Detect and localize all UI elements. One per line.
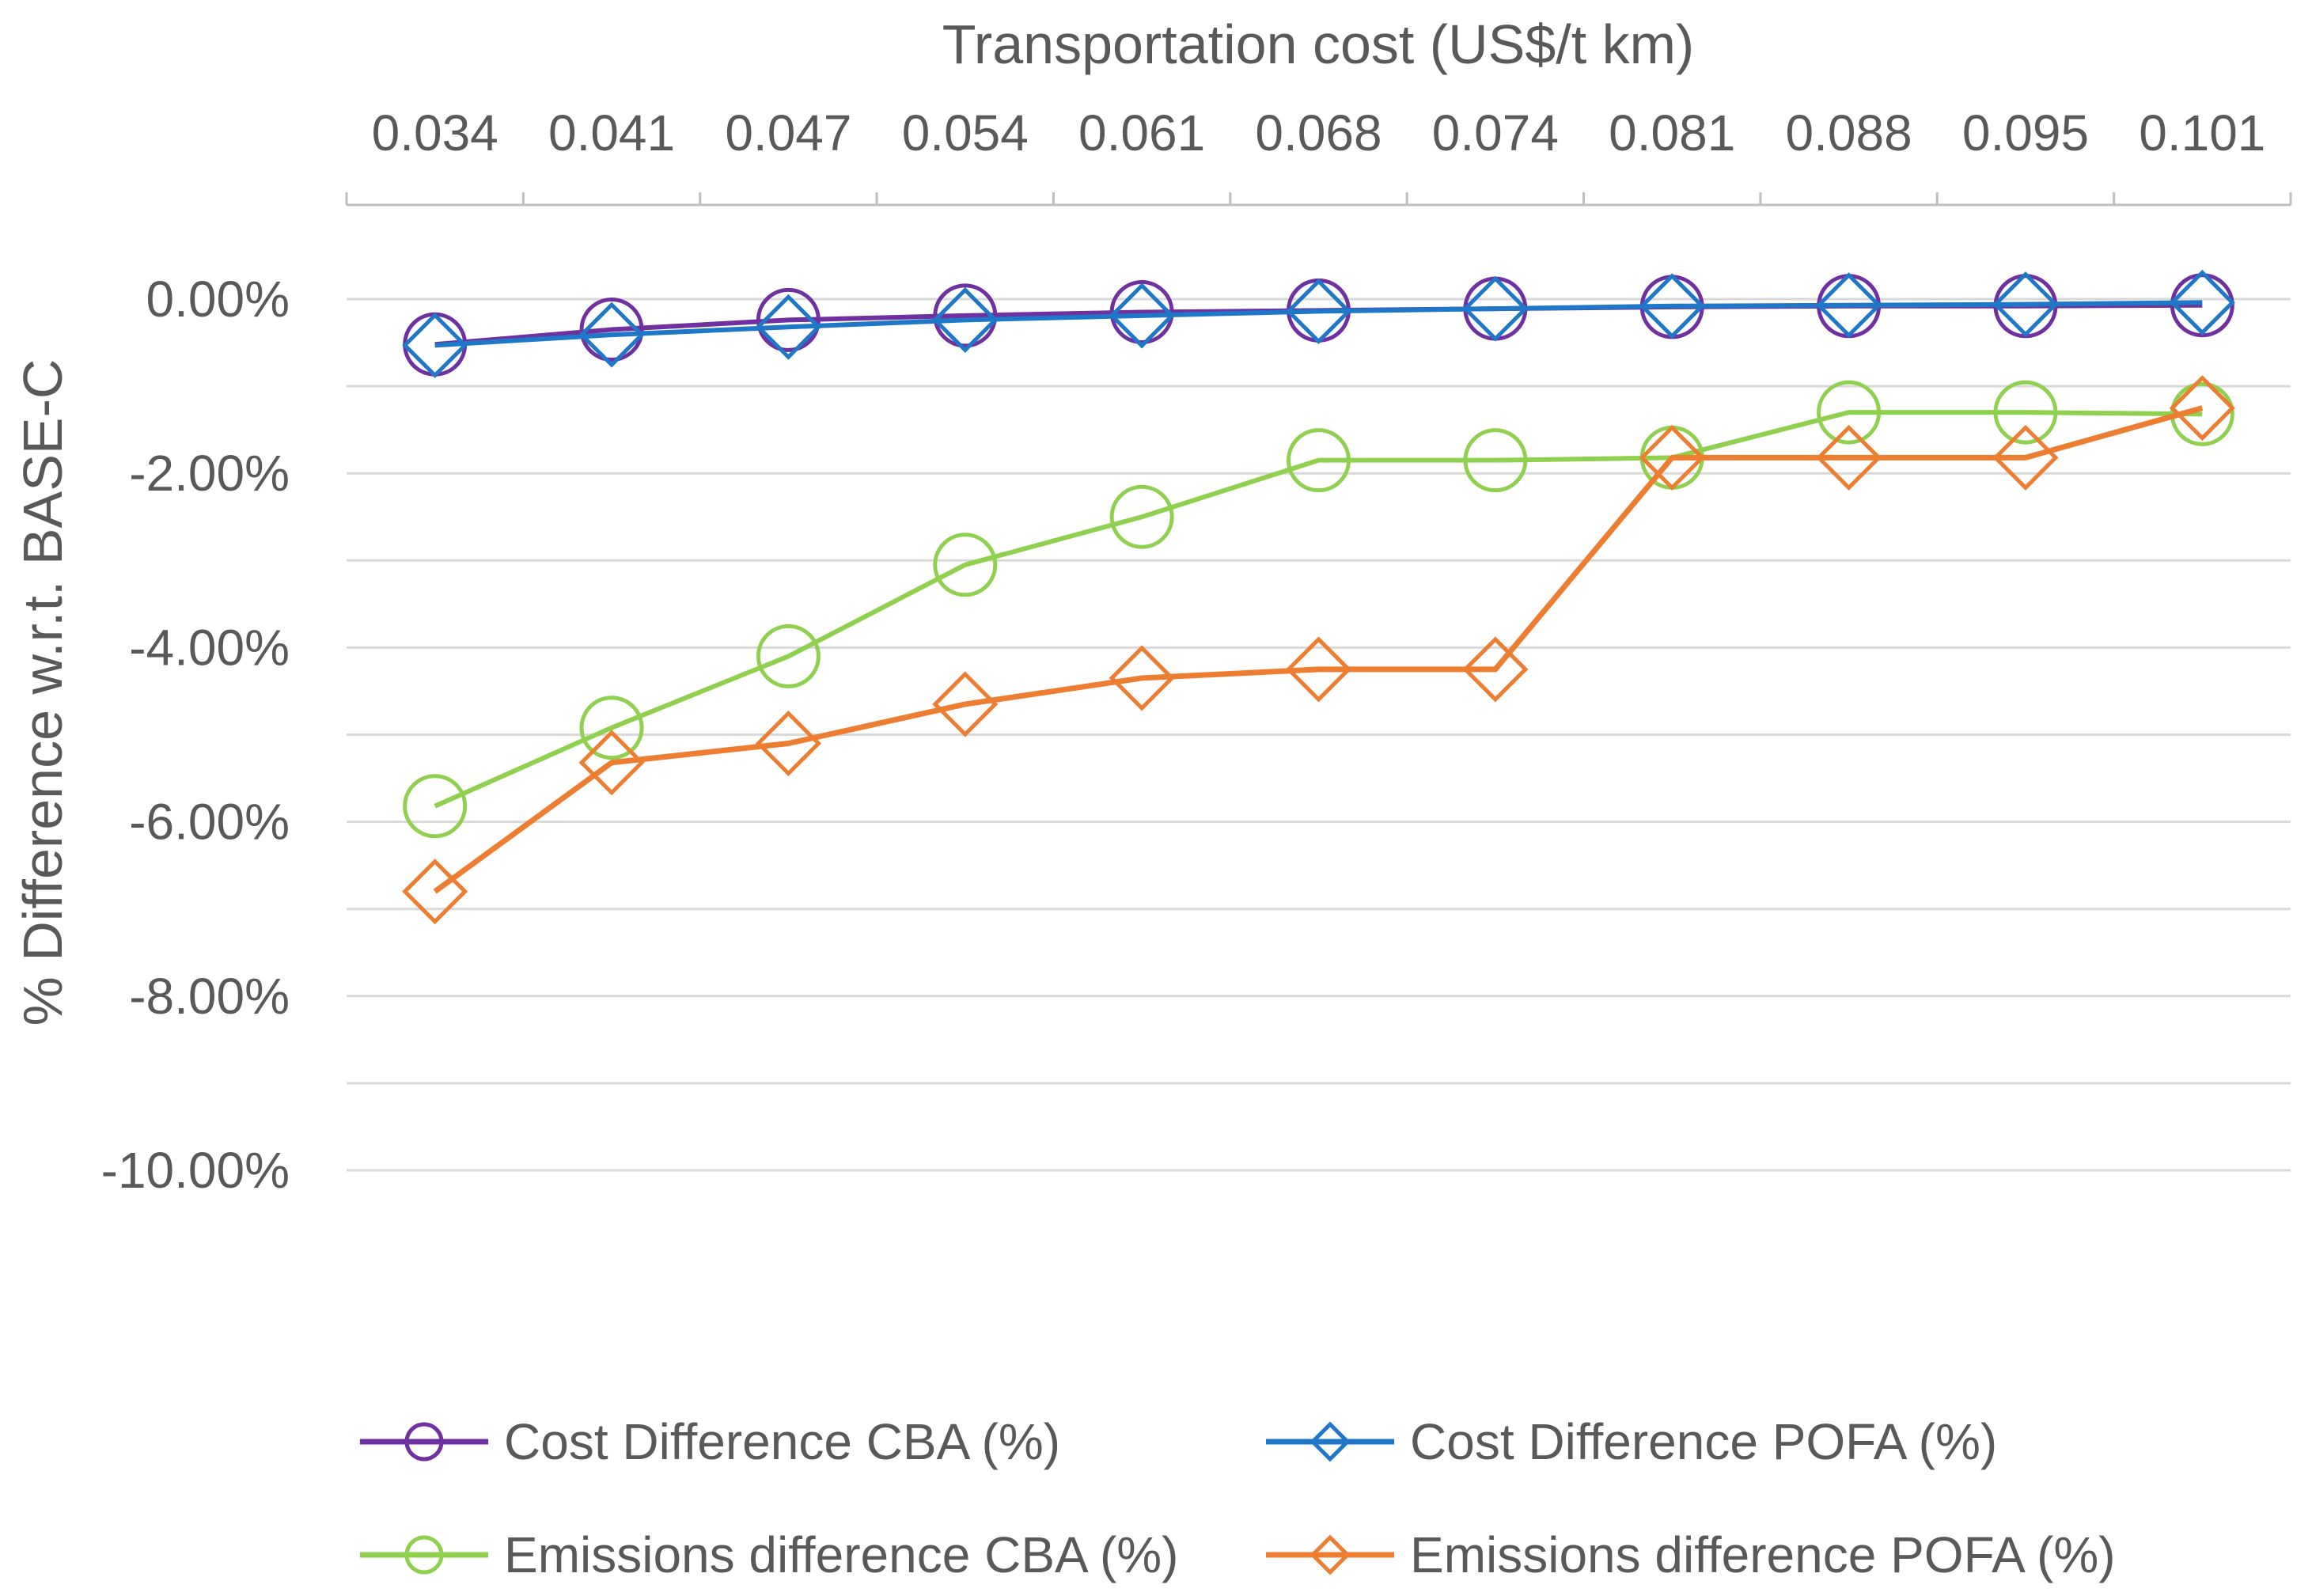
x-tick-label: 0.034: [372, 104, 498, 161]
data-point: [578, 730, 645, 796]
y-tick-label: -6.00%: [129, 794, 290, 851]
data-point: [1639, 424, 1705, 491]
legend-item: Emissions difference POFA (%): [1266, 1526, 2116, 1583]
data-point: [933, 533, 998, 597]
data-point: [1462, 275, 1529, 342]
y-axis-title: % Difference w.r.t. BASE-C: [12, 359, 74, 1026]
x-tick-label: 0.061: [1078, 104, 1205, 161]
series-1: [402, 269, 2235, 378]
data-point: [1993, 380, 2058, 445]
legend-label: Emissions difference CBA (%): [504, 1526, 1178, 1583]
data-point: [932, 286, 999, 353]
x-tick-label: 0.074: [1432, 104, 1559, 161]
legend-label: Cost Difference CBA (%): [504, 1413, 1060, 1470]
x-tick-label: 0.095: [1962, 104, 2089, 161]
x-tick-label: 0.054: [902, 104, 1029, 161]
series-3: [402, 375, 2235, 925]
data-point: [756, 624, 821, 688]
legend-item: Emissions difference CBA (%): [360, 1526, 1178, 1583]
series-line: [434, 410, 2203, 809]
x-axis-tick-labels: 0.034 0.041 0.047 0.054 0.061 0.068 0.074 0.081…: [372, 104, 2266, 161]
data-point: [755, 710, 821, 777]
y-tick-label: -8.00%: [129, 968, 290, 1025]
x-tick-label: 0.047: [725, 104, 851, 161]
y-tick-label: -2.00%: [129, 445, 290, 502]
data-point: [1285, 278, 1352, 344]
data-point: [1287, 428, 1351, 493]
data-point: [1463, 428, 1528, 493]
data-point: [1816, 424, 1882, 491]
series-line: [433, 405, 2204, 894]
data-point: [1462, 636, 1529, 703]
data-point: [1109, 280, 1174, 345]
x-tick-label: 0.068: [1255, 104, 1382, 161]
data-point: [755, 294, 821, 360]
data-point: [1992, 424, 2059, 491]
data-point: [1109, 484, 1174, 549]
data-point: [1992, 271, 2059, 338]
y-axis-tick-labels: 0.00% -2.00% -4.00% -6.00% -8.00% -10.00%: [101, 271, 290, 1199]
data-point: [2169, 375, 2235, 442]
x-tick-label: 0.101: [2139, 104, 2265, 161]
legend-swatch-marker: [1310, 1421, 1351, 1462]
x-tick-label: 0.081: [1609, 104, 1735, 161]
y-tick-label: 0.00%: [146, 271, 290, 328]
data-point: [402, 859, 468, 925]
y-tick-label: -4.00%: [129, 619, 290, 676]
y-tick-label: -10.00%: [101, 1142, 290, 1199]
data-point: [756, 287, 821, 352]
data-point: [1109, 645, 1175, 711]
legend-swatch-marker: [1310, 1534, 1351, 1575]
series-2: [403, 380, 2234, 839]
x-axis: [345, 192, 2292, 207]
legend-label: Cost Difference POFA (%): [1410, 1413, 1997, 1470]
data-point: [1639, 273, 1705, 339]
legend-label: Emissions difference POFA (%): [1410, 1526, 2116, 1583]
data-point: [932, 671, 999, 737]
gridlines: [347, 298, 2291, 1172]
series-layer: [402, 269, 2235, 925]
data-point: [1109, 282, 1175, 349]
series-line: [434, 300, 2203, 348]
legend-swatch-marker: [404, 1422, 444, 1461]
data-point: [579, 696, 644, 760]
data-point: [402, 312, 468, 378]
data-point: [1816, 272, 1882, 339]
x-tick-label: 0.041: [548, 104, 675, 161]
data-point: [1285, 636, 1352, 703]
data-point: [933, 283, 998, 348]
data-point: [579, 298, 644, 362]
legend-item: Cost Difference CBA (%): [360, 1413, 1060, 1470]
data-point: [578, 301, 645, 368]
legend-item: Cost Difference POFA (%): [1266, 1413, 1997, 1470]
data-point: [2169, 269, 2235, 336]
legend-swatch-marker: [404, 1535, 444, 1575]
x-axis-title: Transportation cost (US$/t km): [942, 13, 1694, 75]
legend: Cost Difference CBA (%) Cost Difference P…: [360, 1413, 2116, 1583]
data-point: [1817, 380, 1882, 445]
data-point: [403, 774, 468, 839]
series-0: [403, 273, 2234, 377]
x-tick-label: 0.088: [1786, 104, 1912, 161]
